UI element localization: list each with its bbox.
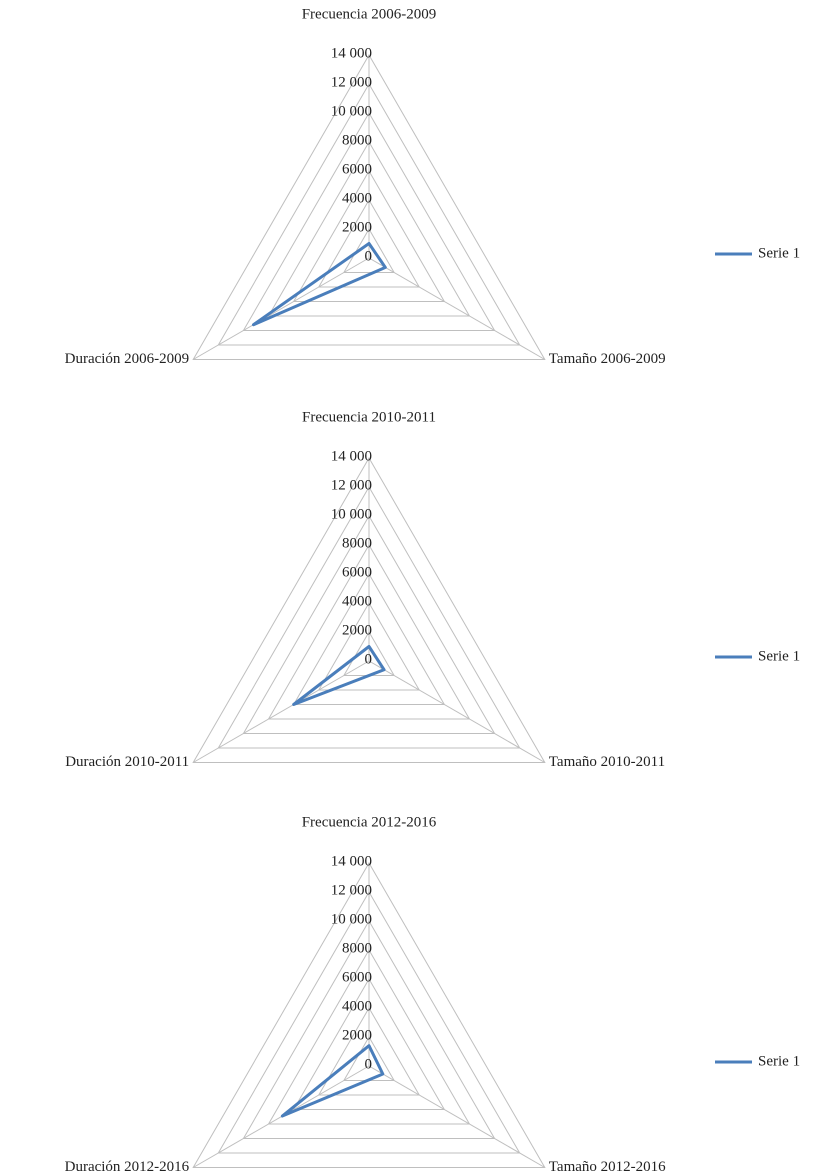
grid-ring — [192, 457, 546, 763]
grid-ring — [217, 82, 521, 346]
tick-label: 8000 — [342, 132, 372, 148]
tick-label: 2000 — [342, 622, 372, 638]
tick-label: 4000 — [342, 190, 372, 206]
tick-label: 4000 — [342, 998, 372, 1014]
tick-label: 12 000 — [331, 74, 372, 90]
axis-label: Tamaño 2012-2016 — [549, 1159, 666, 1175]
tick-label: 10 000 — [331, 506, 372, 522]
grid-ring — [242, 111, 496, 331]
grid-ring — [292, 169, 446, 302]
tick-label: 10 000 — [331, 103, 372, 119]
tick-label: 0 — [365, 1056, 373, 1072]
axis-label: Duración 2006-2009 — [65, 351, 190, 367]
legend-label: Serie 1 — [758, 1053, 800, 1069]
axis-label: Frecuencia 2012-2016 — [302, 814, 437, 830]
grid-ring — [317, 1006, 421, 1096]
grid-ring — [292, 572, 446, 705]
grid-ring — [267, 544, 471, 720]
tick-label: 8000 — [342, 535, 372, 551]
tick-label: 12 000 — [331, 477, 372, 493]
series-line — [280, 1044, 385, 1118]
grid-ring — [267, 949, 471, 1125]
tick-label: 10 000 — [331, 911, 372, 927]
grid-ring — [242, 919, 496, 1139]
tick-label: 14 000 — [331, 45, 372, 61]
spoke — [368, 660, 546, 763]
axis-label: Tamaño 2006-2009 — [549, 351, 666, 367]
grid-ring — [217, 485, 521, 749]
axis-label: Duración 2012-2016 — [65, 1159, 190, 1175]
grid-ring — [242, 514, 496, 734]
tick-label: 8000 — [342, 940, 372, 956]
series-line — [251, 242, 387, 327]
spoke — [192, 257, 370, 360]
grid-ring — [217, 890, 521, 1154]
tick-label: 6000 — [342, 969, 372, 985]
legend-label: Serie 1 — [758, 245, 800, 261]
tick-label: 2000 — [342, 219, 372, 235]
tick-label: 6000 — [342, 564, 372, 580]
grid-ring — [317, 601, 421, 691]
tick-label: 0 — [365, 248, 373, 264]
grid-ring — [292, 977, 446, 1110]
axis-label: Frecuencia 2006-2009 — [302, 6, 437, 22]
tick-label: 2000 — [342, 1027, 372, 1043]
tick-label: 6000 — [342, 161, 372, 177]
tick-label: 0 — [365, 651, 373, 667]
spoke — [192, 660, 370, 763]
grid-ring — [192, 54, 546, 360]
axis-label: Tamaño 2010-2011 — [549, 754, 665, 770]
tick-label: 12 000 — [331, 882, 372, 898]
tick-label: 14 000 — [331, 448, 372, 464]
grid-ring — [192, 862, 546, 1168]
tick-label: 4000 — [342, 593, 372, 609]
axis-label: Duración 2010-2011 — [65, 754, 189, 770]
tick-label: 14 000 — [331, 853, 372, 869]
grid-ring — [267, 141, 471, 317]
spoke — [368, 257, 546, 360]
grid-ring — [317, 198, 421, 288]
series-line — [292, 645, 386, 706]
spoke — [368, 1065, 546, 1168]
legend-label: Serie 1 — [758, 648, 800, 664]
axis-label: Frecuencia 2010-2011 — [302, 409, 436, 425]
